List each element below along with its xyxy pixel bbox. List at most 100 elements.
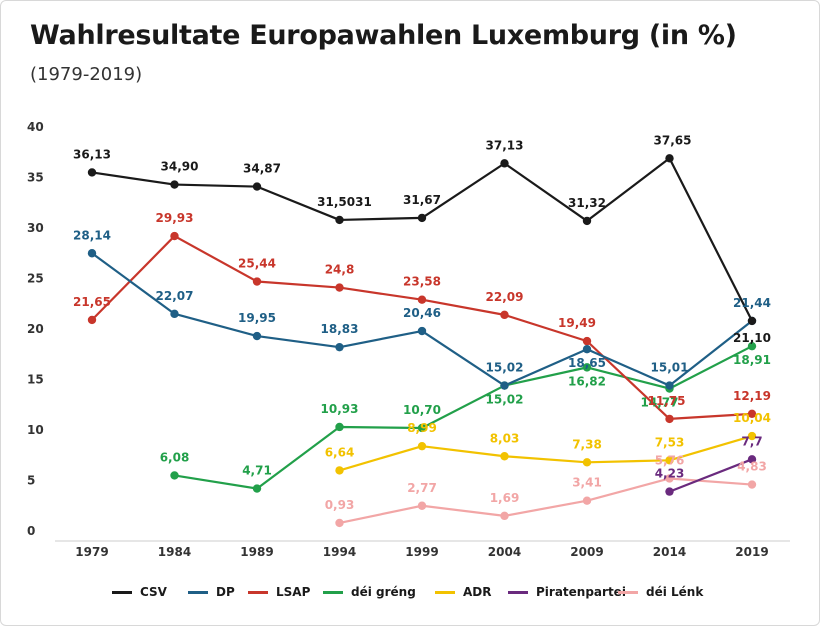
legend-label: DP (216, 585, 235, 599)
x-tick-label: 2009 (570, 545, 603, 559)
legend-swatch (248, 590, 268, 594)
data-label-adr: 10,04 (733, 411, 771, 425)
chart-legend: CSV DP LSAP déi gréng ADR Piratenpartei déi Lé… (0, 581, 820, 603)
x-tick-label: 1999 (405, 545, 438, 559)
data-label-csv: 34,87 (243, 162, 281, 176)
data-label-dei-lenk: 0,93 (325, 498, 355, 512)
data-label-csv: 31,32 (568, 196, 606, 210)
data-point-dei-lenk (500, 511, 509, 521)
data-point-dei-lenk (417, 501, 427, 510)
legend-swatch (508, 590, 528, 594)
legend-label: déi gréng (351, 585, 416, 599)
data-point-csv (500, 159, 509, 168)
data-label-dei-lenk: 4,83 (737, 460, 767, 474)
x-tick-label: 2019 (735, 545, 768, 559)
data-label-lsap: 23,58 (403, 275, 441, 289)
data-point-dei-lenk (582, 496, 592, 505)
data-label-csv: 37,13 (486, 138, 524, 152)
data-point-csv (582, 216, 592, 226)
data-label-adr: 7,38 (572, 437, 602, 451)
y-tick-label: 35 (27, 171, 44, 185)
data-label-csv: 31,67 (403, 193, 441, 207)
data-point-lsap (582, 336, 592, 346)
series-line-adr (339, 435, 753, 472)
data-label-lsap: 25,44 (238, 257, 276, 271)
legend-item-dp: DP (188, 581, 235, 603)
data-label-piratenpartei: 7,7 (741, 434, 762, 448)
legend-label: ADR (463, 585, 492, 599)
data-point-csv (87, 168, 97, 177)
data-point-lsap (170, 231, 179, 241)
data-label-adr: 8,03 (490, 431, 520, 445)
data-point-csv (747, 316, 757, 326)
data-label-lsap: 19,49 (558, 316, 596, 330)
data-label-dp: 19,95 (238, 311, 276, 325)
data-point-piratenpartei (747, 455, 757, 464)
data-label-dei-greng: 10,93 (321, 402, 359, 416)
data-point-csv (252, 182, 262, 191)
data-point-dp (417, 326, 427, 336)
data-label-dei-greng: 6,08 (160, 450, 190, 464)
data-point-lsap (335, 283, 344, 292)
legend-item-lsap: LSAP (248, 581, 310, 603)
legend-item-dei-lenk: déi Lénk (618, 581, 703, 603)
data-point-dei-greng (170, 471, 179, 480)
legend-label: CSV (140, 585, 167, 599)
data-point-lsap (500, 310, 509, 320)
data-label-dp: 22,07 (156, 289, 194, 303)
x-tick-label: 1984 (158, 545, 191, 559)
y-tick-label: 0 (27, 524, 35, 538)
data-label-csv: 34,90 (161, 160, 199, 174)
legend-item-adr: ADR (435, 581, 492, 603)
data-point-adr (335, 466, 344, 475)
legend-swatch (435, 590, 455, 594)
legend-label: Piratenpartei (536, 585, 626, 599)
data-label-csv: 31,5031 (317, 195, 372, 209)
x-tick-label: 2014 (653, 545, 686, 559)
data-point-piratenpartei (665, 487, 674, 496)
data-label-dp: 20,46 (403, 306, 441, 320)
x-tick-label: 1979 (75, 545, 108, 559)
data-label-dp: 15,02 (486, 361, 524, 375)
data-point-dei-greng (417, 423, 427, 433)
data-point-lsap (252, 277, 262, 286)
data-point-lsap (87, 315, 97, 325)
data-point-csv (170, 180, 179, 189)
data-point-csv (335, 215, 344, 225)
legend-item-piratenpartei: Piratenpartei (508, 581, 626, 603)
data-label-dei-greng: 16,82 (568, 374, 606, 388)
data-label-dei-lenk: 1,69 (490, 491, 520, 505)
data-label-lsap: 12,19 (733, 389, 771, 403)
data-point-dei-greng (747, 341, 757, 351)
data-label-adr: 6,64 (325, 445, 355, 459)
data-label-lsap: 21,65 (73, 295, 111, 309)
data-point-lsap (417, 295, 427, 304)
data-label-lsap: 11,75 (648, 394, 686, 408)
chart-title: Wahlresultate Europawahlen Luxemburg (in… (30, 20, 737, 51)
data-label-piratenpartei: 4,23 (655, 467, 685, 481)
data-point-csv (665, 154, 674, 163)
data-label-dei-greng: 10,70 (403, 403, 441, 417)
data-label-adr: 8,99 (407, 421, 437, 435)
data-label-dei-lenk: 2,77 (407, 481, 437, 495)
data-label-dei-lenk: 3,41 (572, 476, 602, 490)
legend-swatch (188, 590, 208, 594)
y-tick-label: 10 (27, 423, 44, 437)
data-point-dp (87, 249, 97, 258)
legend-swatch (112, 590, 132, 594)
data-label-lsap: 22,09 (486, 290, 524, 304)
data-point-dei-greng (335, 422, 344, 432)
legend-label: LSAP (276, 585, 311, 599)
data-label-dei-lenk: 5,76 (655, 453, 685, 467)
data-label-lsap: 29,93 (156, 211, 194, 225)
data-point-dp (500, 381, 509, 390)
legend-swatch (618, 590, 638, 594)
data-point-dp (335, 342, 344, 352)
data-label-dp: 15,01 (651, 361, 689, 375)
data-point-dei-lenk (665, 474, 674, 483)
data-point-adr (417, 441, 427, 451)
data-point-dp (582, 345, 592, 354)
data-label-lsap: 24,8 (325, 263, 355, 277)
legend-item-dei-greng: déi gréng (323, 581, 416, 603)
